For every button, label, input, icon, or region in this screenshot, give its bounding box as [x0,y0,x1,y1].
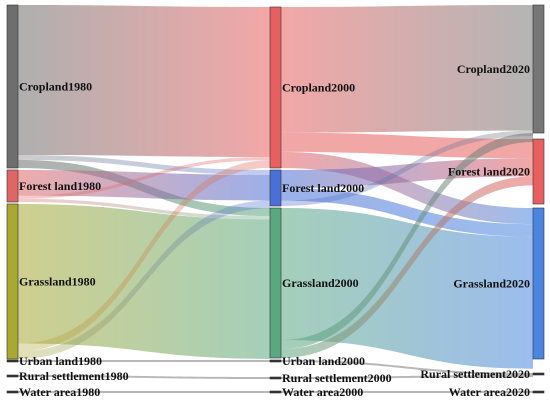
node-label-water2000: Water area2000 [282,385,363,399]
flow-forest2000-grass2020 [281,188,533,237]
node-label-crop2000: Cropland2000 [282,81,355,95]
flow-forest2000-crop2020 [281,130,533,206]
node-crop1980 [6,4,19,169]
node-crop2020 [532,4,545,134]
node-layer [6,4,545,394]
node-urban1980 [6,359,19,363]
flow-grass2000-crop2020 [281,133,533,349]
node-water2000 [269,390,282,394]
node-grass2000 [269,207,282,359]
flow-grass2000-grass2020 [281,208,533,369]
node-label-rural2000: Rural settlement2000 [282,371,392,385]
flow-forest1980-crop2000 [18,156,270,199]
node-label-rural1980: Rural settlement1980 [19,369,129,383]
node-urban2000 [269,359,282,363]
node-label-grass2020: Grassland2020 [453,277,530,291]
flow-crop2000-crop2020 [281,5,533,133]
label-layer: Cropland1980 Forest land1980 Grassland1980… [19,62,530,399]
node-forest1980 [6,169,19,203]
flow-grass1980-crop2000 [18,160,270,352]
node-grass1980 [6,203,19,360]
flow-grass2000-forest2020 [281,176,533,358]
node-forest2000 [269,169,282,207]
flow-grass1980-forest2000 [18,200,270,359]
flow-crop1980-crop2000 [18,5,270,157]
node-label-forest2000: Forest land2000 [282,181,364,195]
node-label-rural2020: Rural settlement2020 [420,367,530,381]
node-rural2000 [269,376,282,380]
node-crop2000 [269,6,282,169]
node-label-forest2020: Forest land2020 [448,165,530,179]
node-rural2020 [532,372,545,376]
node-forest2020 [532,138,545,205]
flow-rural2000-rural2020 [281,375,533,379]
flow-layer [18,5,533,393]
flow-water1980-water2000 [18,391,270,393]
flow-forest2000-forest2020 [281,158,533,188]
node-label-water2020: Water area2020 [449,385,530,399]
node-label-crop1980: Cropland1980 [19,80,92,94]
node-label-urban2000: Urban land2000 [282,354,365,368]
node-label-grass1980: Grassland1980 [19,275,96,289]
flow-urban2000-rural2020 [281,360,533,375]
flow-urban1980-urban2000 [18,360,270,362]
node-label-water1980: Water area1980 [19,385,100,399]
flow-water2000-water2020 [281,391,533,393]
node-grass2020 [532,207,545,360]
node-water1980 [6,390,19,394]
flow-crop1980-forest2000 [18,154,270,175]
node-water2020 [532,390,545,394]
node-label-urban1980: Urban land1980 [19,354,102,368]
flow-forest1980-grass2000 [18,198,270,220]
node-label-grass2000: Grassland2000 [282,276,359,290]
flow-rural1980-rural2000 [18,375,270,379]
node-label-crop2020: Cropland2020 [457,62,530,76]
node-rural1980 [6,374,19,378]
node-label-forest1980: Forest land1980 [19,179,101,193]
